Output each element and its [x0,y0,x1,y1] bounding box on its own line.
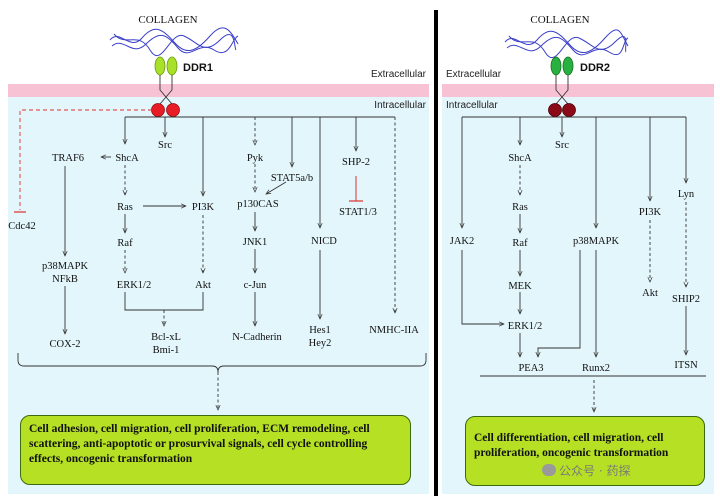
ddr2-extracellular-label: Extracellular [446,69,502,80]
cox2-node: COX-2 [50,339,81,350]
ddr2-collagen-fiber [504,29,629,59]
ddr1-edges [14,109,427,410]
ddr1-nodes: Src Cdc42 TRAF6 ShcA Ras PI3K Raf ERK1/2… [8,140,419,356]
n-cadherin-node: N-Cadherin [232,332,282,343]
ddr2-p38mapk-node: p38MAPK [573,236,620,247]
ddr2-receptor-label: DDR2 [580,62,610,74]
ship2-node: SHIP2 [672,294,700,305]
hey2-node: Hey2 [309,338,332,349]
ddr2-nodes: Src ShcA Ras Raf MEK ERK1/2 JAK2 p38MAPK… [450,140,700,374]
ddr1-extracellular-label: Extracellular [371,69,427,80]
ddr2-kinase-domain [562,103,576,117]
ddr1-kinase-domain [166,103,180,117]
ddr1-collagen-fiber [109,27,239,57]
shp2-node: SHP-2 [342,157,370,168]
pyk-node: Pyk [247,153,264,164]
ddr1-kinase-domain [151,103,165,117]
src-node: Src [158,140,172,151]
bmi1-node: Bmi-1 [153,345,180,356]
ddr2-intracellular-label: Intracellular [446,100,498,111]
pea3-node: PEA3 [518,363,543,374]
raf-node: Raf [117,238,133,249]
runx2-node: Runx2 [582,363,610,374]
ddr2-ligand-label: COLLAGEN [530,14,589,26]
ddr2-raf-node: Raf [512,238,528,249]
bclxl-node: Bcl-xL [151,332,181,343]
ddr2-kinase-domain [548,103,562,117]
ddr1-receptor-label: DDR1 [183,62,213,74]
nicd-node: NICD [311,236,337,247]
traf6-node: TRAF6 [52,153,84,164]
p130cas-node: p130CAS [237,199,279,210]
akt-node: Akt [195,280,211,291]
ras-node: Ras [117,202,133,213]
nfkb-node: NFkB [52,274,78,285]
ddr2-edges [462,116,706,412]
ddr2-pi3k-node: PI3K [639,207,662,218]
ddr2-shca-node: ShcA [508,153,532,164]
stat13-node: STAT1/3 [339,207,377,218]
hes1-node: Hes1 [309,325,331,336]
itsn-node: ITSN [674,360,698,371]
ddr2-ras-node: Ras [512,202,528,213]
ddr1-membrane [8,84,429,97]
jnk1-node: JNK1 [243,237,268,248]
ddr2-src-node: Src [555,140,569,151]
mek-node: MEK [508,281,532,292]
watermark-text: 公众号 · 药探 [559,464,631,478]
wechat-icon [542,464,556,476]
watermark: 公众号 · 药探 [542,462,630,479]
erk-node: ERK1/2 [117,280,151,291]
ddr2-erk-node: ERK1/2 [508,321,542,332]
ddr2-receptor [548,56,576,117]
pi3k-node: PI3K [192,202,215,213]
cdc42-node: Cdc42 [8,221,35,232]
stat5-node: STAT5a/b [271,173,313,184]
ddr1-outcome-box: Cell adhesion, cell migration, cell prol… [20,415,411,485]
p38mapk-node: p38MAPK [42,261,89,272]
nmhc-iia-node: NMHC-IIA [369,325,419,336]
ddr1-receptor [151,56,180,117]
jak2-node: JAK2 [450,236,475,247]
shca-node: ShcA [115,153,139,164]
ddr1-ligand-label: COLLAGEN [138,14,197,26]
ddr2-membrane [442,84,714,97]
ddr2-akt-node: Akt [642,288,658,299]
cjun-node: c-Jun [244,280,267,291]
lyn-node: Lyn [678,189,695,200]
ddr1-intracellular-label: Intracellular [374,100,426,111]
ddr2-outcome-box: Cell differentiation, cell migration, ce… [465,416,705,486]
